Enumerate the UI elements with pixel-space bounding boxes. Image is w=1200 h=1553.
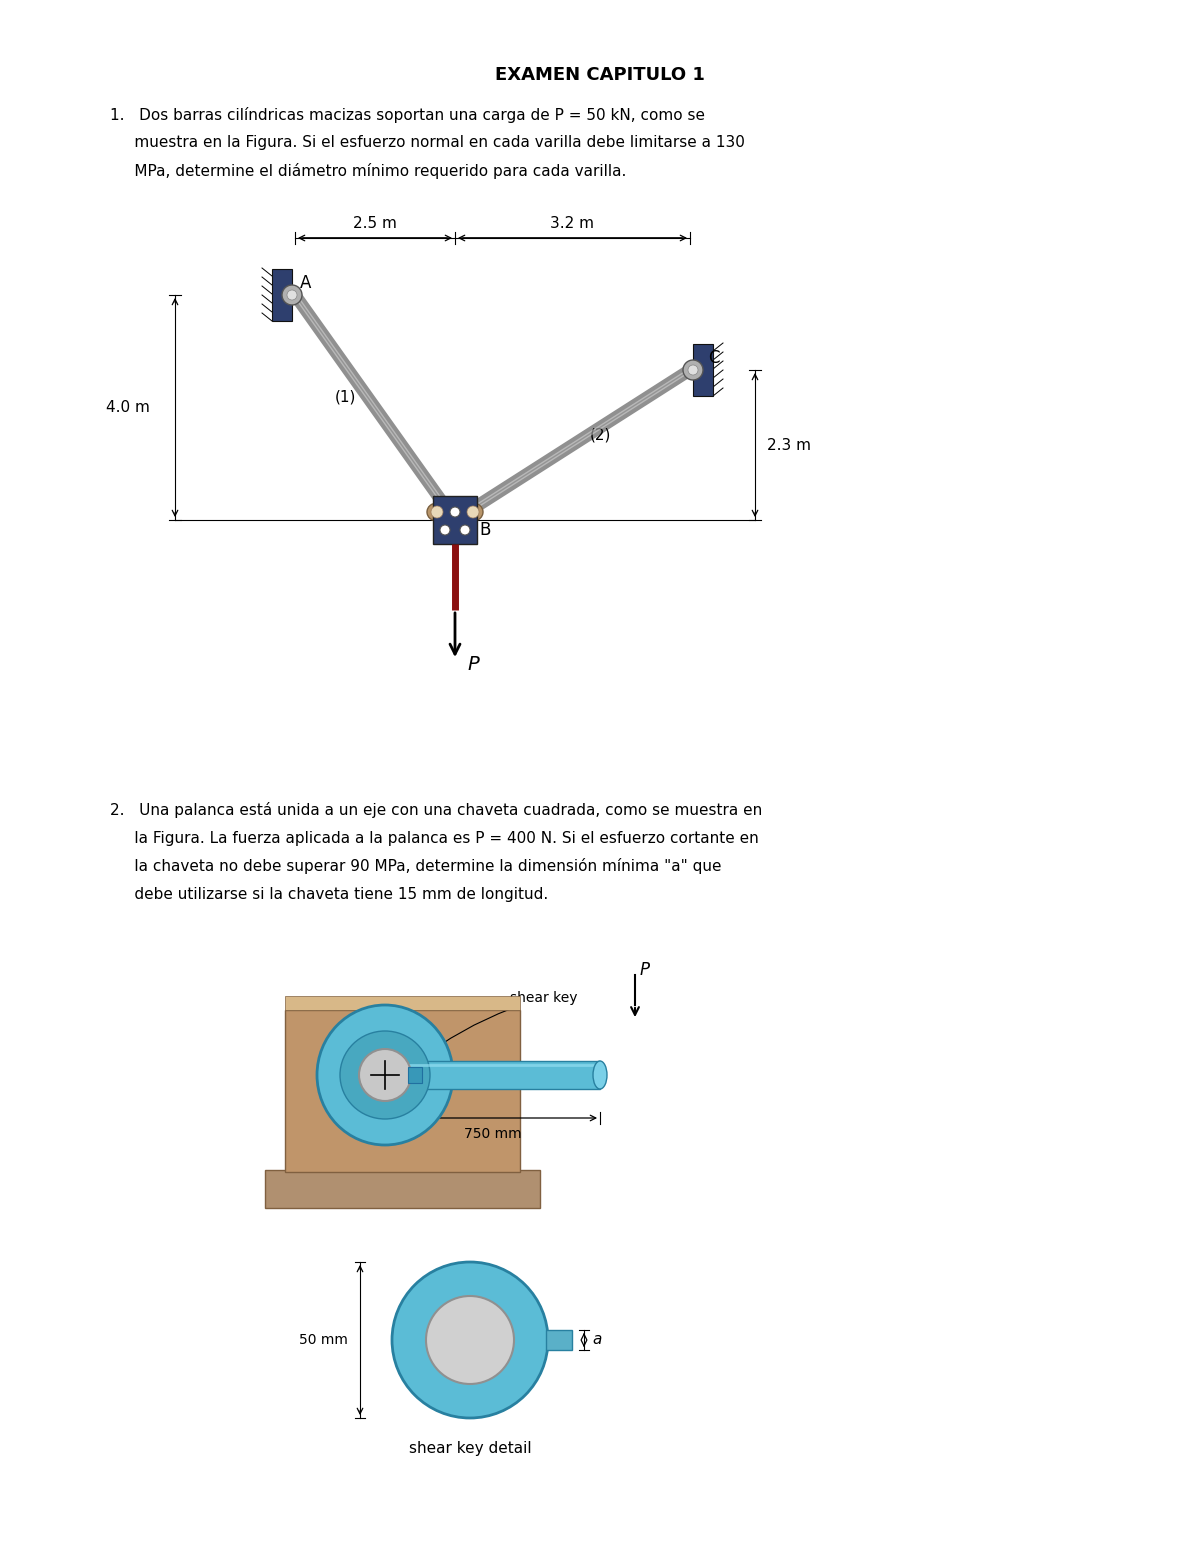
Circle shape [282, 286, 302, 304]
Text: shear key detail: shear key detail [409, 1441, 532, 1455]
Circle shape [450, 506, 460, 517]
FancyBboxPatch shape [408, 1067, 422, 1082]
Text: A: A [300, 273, 311, 292]
FancyBboxPatch shape [286, 995, 520, 1009]
Circle shape [426, 1297, 514, 1384]
Circle shape [688, 365, 698, 374]
FancyBboxPatch shape [546, 1329, 572, 1350]
Ellipse shape [317, 1005, 454, 1145]
Circle shape [467, 506, 479, 519]
Circle shape [683, 360, 703, 380]
Circle shape [440, 525, 450, 534]
FancyBboxPatch shape [694, 345, 713, 396]
Text: (1): (1) [335, 390, 355, 405]
Text: debe utilizarse si la chaveta tiene 15 mm de longitud.: debe utilizarse si la chaveta tiene 15 m… [110, 887, 548, 901]
Ellipse shape [593, 1061, 607, 1089]
Text: 2.   Una palanca está unida a un eje con una chaveta cuadrada, como se muestra e: 2. Una palanca está unida a un eje con u… [110, 801, 762, 818]
Text: EXAMEN CAPITULO 1: EXAMEN CAPITULO 1 [496, 65, 704, 84]
Text: 750 mm: 750 mm [463, 1127, 521, 1141]
Text: 50 mm: 50 mm [299, 1332, 348, 1346]
Text: 4.0 m: 4.0 m [106, 401, 150, 415]
Text: P: P [467, 655, 479, 674]
Text: 1.   Dos barras cilíndricas macizas soportan una carga de P = 50 kN, como se: 1. Dos barras cilíndricas macizas soport… [110, 107, 706, 123]
Ellipse shape [463, 503, 482, 520]
Circle shape [392, 1263, 548, 1418]
Text: MPa, determine el diámetro mínimo requerido para cada varilla.: MPa, determine el diámetro mínimo requer… [110, 163, 626, 179]
Text: (2): (2) [590, 427, 611, 443]
Text: P: P [640, 961, 650, 978]
Circle shape [460, 525, 470, 534]
FancyBboxPatch shape [395, 1061, 600, 1089]
FancyBboxPatch shape [433, 495, 478, 544]
Text: B: B [479, 520, 491, 539]
Circle shape [287, 290, 298, 300]
Text: 2.5 m: 2.5 m [353, 216, 397, 230]
Ellipse shape [340, 1031, 430, 1120]
Text: a: a [592, 1332, 601, 1348]
FancyBboxPatch shape [265, 1169, 540, 1208]
Text: 2.3 m: 2.3 m [767, 438, 811, 452]
Text: muestra en la Figura. Si el esfuerzo normal en cada varilla debe limitarse a 130: muestra en la Figura. Si el esfuerzo nor… [110, 135, 745, 151]
Text: la chaveta no debe superar 90 MPa, determine la dimensión mínima "a" que: la chaveta no debe superar 90 MPa, deter… [110, 857, 721, 874]
Ellipse shape [359, 1048, 410, 1101]
FancyBboxPatch shape [272, 269, 292, 321]
Circle shape [431, 506, 443, 519]
Text: shear key: shear key [418, 991, 577, 1061]
Text: la Figura. La fuerza aplicada a la palanca es P = 400 N. Si el esfuerzo cortante: la Figura. La fuerza aplicada a la palan… [110, 831, 758, 845]
Text: 3.2 m: 3.2 m [551, 216, 594, 230]
Text: C: C [708, 349, 720, 367]
Ellipse shape [427, 503, 446, 520]
FancyBboxPatch shape [286, 1009, 520, 1173]
